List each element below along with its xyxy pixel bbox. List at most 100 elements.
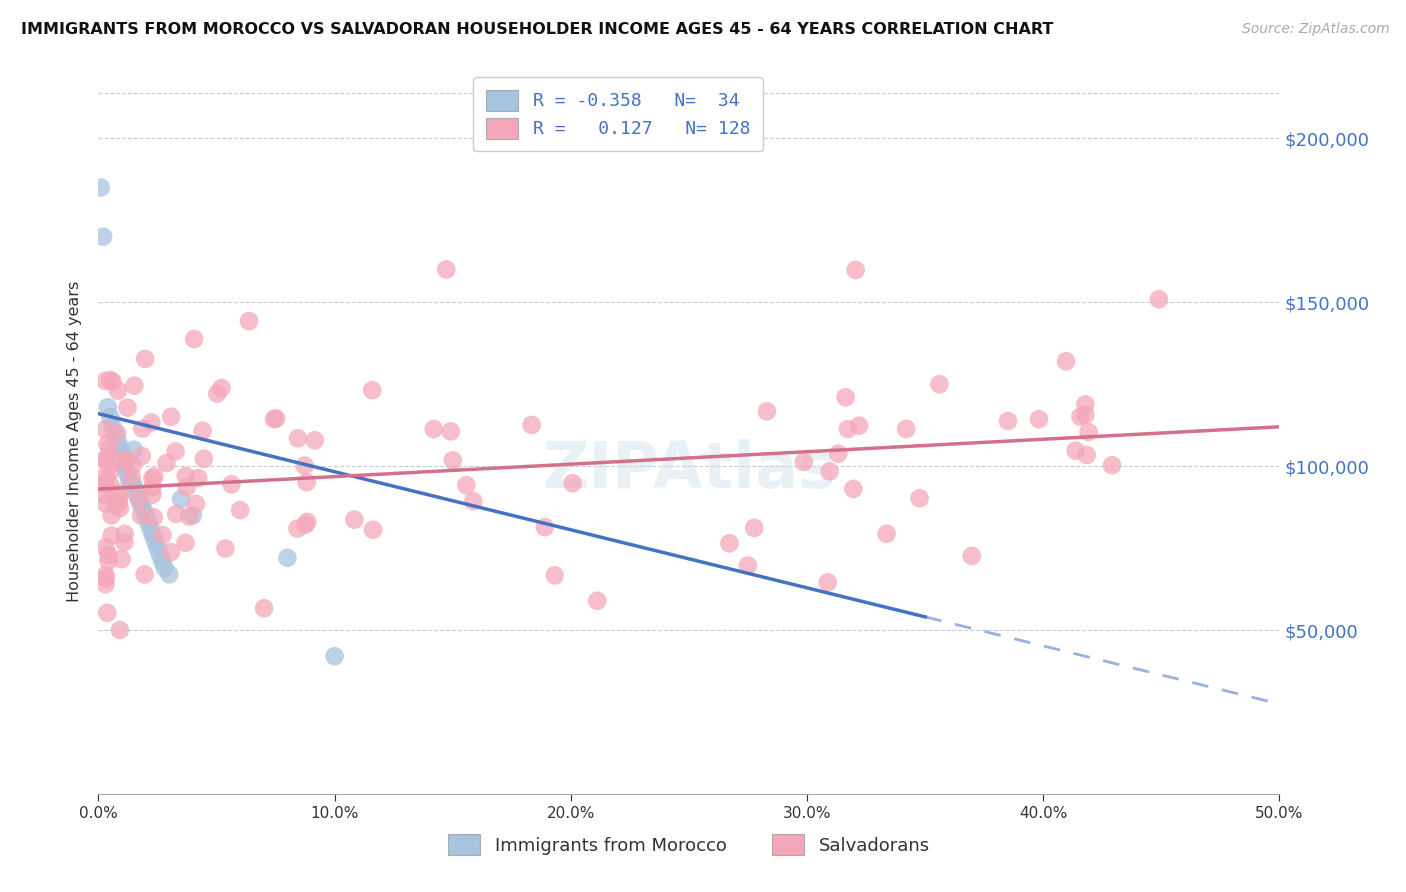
- Point: [294, 458, 316, 473]
- Point: [107, 495, 129, 509]
- Point: [153, 560, 176, 574]
- Point: [108, 501, 131, 516]
- Point: [134, 567, 156, 582]
- Point: [561, 476, 583, 491]
- Point: [276, 550, 298, 565]
- Point: [818, 464, 841, 478]
- Point: [131, 449, 153, 463]
- Point: [98, 409, 121, 424]
- Point: [827, 447, 849, 461]
- Point: [845, 263, 868, 277]
- Point: [97, 554, 120, 568]
- Point: [121, 475, 143, 490]
- Point: [94, 488, 117, 502]
- Point: [110, 486, 132, 500]
- Point: [361, 523, 384, 537]
- Point: [104, 426, 127, 441]
- Point: [193, 451, 215, 466]
- Point: [121, 458, 143, 473]
- Point: [287, 522, 309, 536]
- Point: [114, 526, 136, 541]
- Point: [94, 497, 117, 511]
- Point: [253, 601, 276, 615]
- Point: [118, 472, 141, 486]
- Point: [1077, 425, 1099, 439]
- Point: [960, 549, 983, 563]
- Point: [129, 508, 152, 523]
- Point: [91, 229, 114, 244]
- Point: [100, 508, 122, 523]
- Y-axis label: Householder Income Ages 45 - 64 years: Householder Income Ages 45 - 64 years: [67, 281, 83, 602]
- Point: [848, 418, 870, 433]
- Point: [112, 459, 135, 474]
- Point: [876, 526, 898, 541]
- Point: [181, 508, 204, 523]
- Point: [209, 381, 232, 395]
- Point: [205, 386, 228, 401]
- Legend: Immigrants from Morocco, Salvadorans: Immigrants from Morocco, Salvadorans: [440, 827, 938, 863]
- Point: [100, 373, 122, 387]
- Point: [1074, 397, 1097, 411]
- Point: [1147, 292, 1170, 306]
- Point: [94, 475, 117, 490]
- Point: [94, 374, 117, 388]
- Point: [96, 606, 118, 620]
- Point: [150, 554, 173, 568]
- Point: [105, 498, 128, 512]
- Point: [718, 536, 741, 550]
- Point: [142, 510, 165, 524]
- Point: [214, 541, 236, 556]
- Point: [544, 568, 567, 582]
- Point: [1028, 412, 1050, 426]
- Point: [174, 469, 197, 483]
- Point: [184, 497, 207, 511]
- Point: [94, 454, 117, 468]
- Point: [463, 494, 485, 508]
- Point: [125, 485, 148, 500]
- Point: [176, 480, 198, 494]
- Point: [100, 528, 122, 542]
- Point: [183, 332, 205, 346]
- Text: IMMIGRANTS FROM MOROCCO VS SALVADORAN HOUSEHOLDER INCOME AGES 45 - 64 YEARS CORR: IMMIGRANTS FROM MOROCCO VS SALVADORAN HO…: [21, 22, 1053, 37]
- Point: [742, 521, 765, 535]
- Point: [146, 541, 169, 555]
- Point: [837, 422, 859, 436]
- Point: [90, 180, 112, 194]
- Point: [122, 479, 145, 493]
- Point: [108, 490, 131, 504]
- Point: [221, 477, 243, 491]
- Point: [229, 503, 252, 517]
- Point: [1054, 354, 1077, 368]
- Point: [97, 548, 120, 562]
- Point: [142, 480, 165, 494]
- Point: [139, 521, 162, 535]
- Point: [737, 558, 759, 573]
- Point: [122, 442, 145, 457]
- Point: [98, 442, 121, 456]
- Point: [131, 422, 153, 436]
- Point: [141, 472, 163, 486]
- Point: [94, 571, 117, 585]
- Point: [441, 453, 464, 467]
- Point: [304, 434, 326, 448]
- Point: [96, 437, 118, 451]
- Point: [157, 567, 180, 582]
- Point: [132, 501, 155, 516]
- Point: [115, 466, 138, 480]
- Point: [94, 469, 117, 483]
- Point: [997, 414, 1019, 428]
- Point: [294, 517, 316, 532]
- Point: [142, 528, 165, 542]
- Point: [793, 455, 815, 469]
- Point: [174, 535, 197, 549]
- Point: [105, 426, 128, 441]
- Point: [101, 419, 124, 434]
- Point: [165, 507, 187, 521]
- Point: [114, 452, 136, 467]
- Point: [134, 351, 156, 366]
- Point: [422, 422, 444, 436]
- Point: [1101, 458, 1123, 473]
- Point: [534, 520, 557, 534]
- Point: [191, 424, 214, 438]
- Point: [136, 515, 159, 529]
